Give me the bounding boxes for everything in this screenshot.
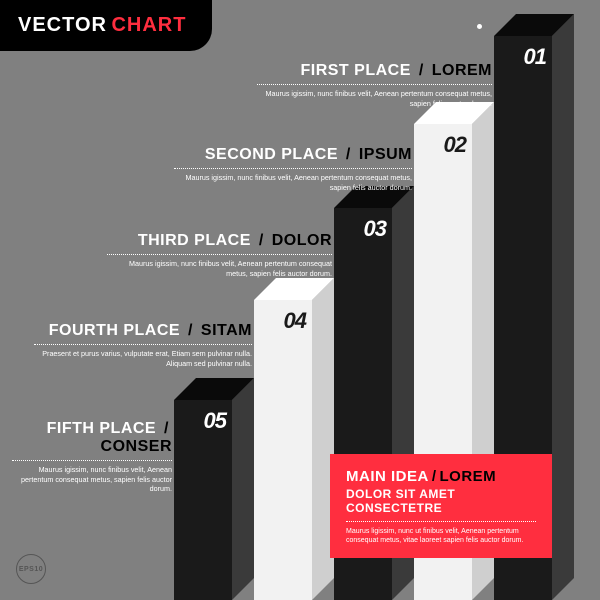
main-idea-box: MAIN IDEA/LOREM DOLOR SIT AMET CONSECTET… bbox=[330, 454, 552, 558]
info-description: Maurus igissim, nunc finibus velit, Aene… bbox=[257, 89, 492, 108]
info-divider bbox=[174, 168, 412, 169]
info-place: FIRST PLACE bbox=[300, 62, 410, 79]
info-tag: DOLOR bbox=[272, 232, 332, 249]
info-title: FOURTH PLACE / SITAM bbox=[34, 322, 252, 340]
info-row-2: SECOND PLACE / IPSUM Maurus igissim, nunc… bbox=[174, 146, 412, 192]
info-sep: / bbox=[254, 232, 269, 249]
info-sep: / bbox=[341, 146, 356, 163]
eps-badge: EPS10 bbox=[16, 554, 46, 584]
info-description: Maurus igissim, nunc finibus velit, Aene… bbox=[12, 465, 172, 494]
info-sep: / bbox=[414, 62, 429, 79]
info-description: Maurus igissim, nunc finibus velit, Aene… bbox=[107, 259, 332, 278]
info-place: FOURTH PLACE bbox=[49, 322, 180, 339]
info-row-1: FIRST PLACE / LOREM Maurus igissim, nunc … bbox=[257, 62, 492, 108]
bar-05: 05 bbox=[174, 400, 232, 600]
idea-subtitle: DOLOR SIT AMET CONSECTETRE bbox=[346, 487, 536, 515]
idea-title: MAIN IDEA/LOREM bbox=[346, 468, 536, 485]
bar-front bbox=[254, 300, 312, 600]
bar-rank-number: 03 bbox=[364, 216, 386, 242]
bar-rank-number: 05 bbox=[204, 408, 226, 434]
info-sep: / bbox=[159, 420, 169, 437]
info-place: FIFTH PLACE bbox=[47, 420, 157, 437]
info-title: SECOND PLACE / IPSUM bbox=[174, 146, 412, 164]
info-divider bbox=[257, 84, 492, 85]
info-title: FIRST PLACE / LOREM bbox=[257, 62, 492, 80]
info-sep: / bbox=[183, 322, 198, 339]
info-row-4: FOURTH PLACE / SITAM Praesent et purus va… bbox=[34, 322, 252, 368]
bar-rank-number: 02 bbox=[444, 132, 466, 158]
info-tag: SITAM bbox=[201, 322, 252, 339]
info-description: Praesent et purus varius, vulputate erat… bbox=[34, 349, 252, 368]
bar-04: 04 bbox=[254, 300, 312, 600]
info-divider bbox=[12, 460, 172, 461]
info-place: THIRD PLACE bbox=[138, 232, 251, 249]
info-tag: CONSER bbox=[101, 438, 172, 455]
header-word1: VECTOR bbox=[18, 14, 107, 36]
info-tag: LOREM bbox=[432, 62, 492, 79]
eps-label: EPS10 bbox=[19, 566, 43, 573]
idea-divider bbox=[346, 521, 536, 522]
bar-rank-number: 01 bbox=[524, 44, 546, 70]
info-description: Maurus igissim, nunc finibus velit, Aene… bbox=[174, 173, 412, 192]
idea-title-sep: / bbox=[432, 468, 437, 485]
header-badge: VECTOR CHART bbox=[0, 0, 212, 51]
bar-side bbox=[232, 378, 254, 600]
info-title: FIFTH PLACE / CONSER bbox=[12, 420, 172, 456]
info-row-5: FIFTH PLACE / CONSER Maurus igissim, nunc… bbox=[12, 420, 172, 494]
bar-side bbox=[552, 14, 574, 600]
idea-title-a: MAIN IDEA bbox=[346, 468, 429, 485]
info-divider bbox=[107, 254, 332, 255]
header-word2: CHART bbox=[111, 14, 186, 36]
info-title: THIRD PLACE / DOLOR bbox=[107, 232, 332, 250]
bar-rank-number: 04 bbox=[284, 308, 306, 334]
idea-description: Maurus ligissim, nunc ut finibus velit, … bbox=[346, 527, 536, 546]
info-row-3: THIRD PLACE / DOLOR Maurus igissim, nunc … bbox=[107, 232, 332, 278]
info-place: SECOND PLACE bbox=[205, 146, 338, 163]
idea-title-b: LOREM bbox=[440, 468, 497, 485]
info-tag: IPSUM bbox=[359, 146, 412, 163]
info-divider bbox=[34, 344, 252, 345]
